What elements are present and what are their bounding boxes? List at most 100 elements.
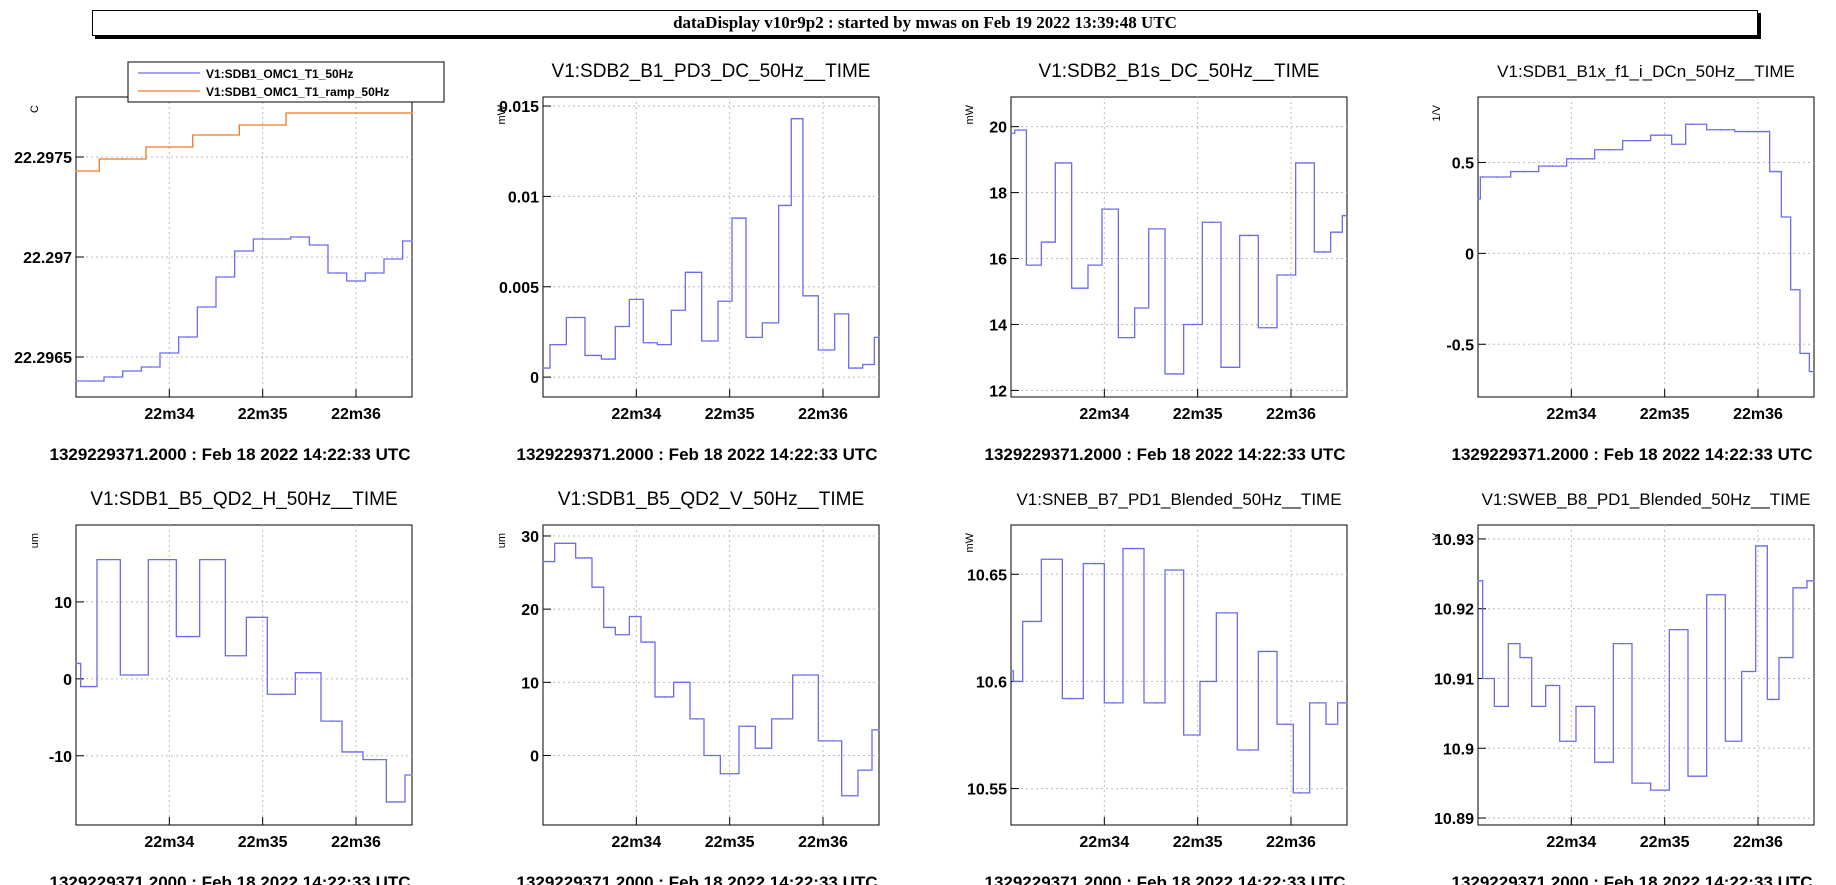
data-point — [1813, 580, 1815, 582]
data-point — [1028, 620, 1031, 623]
data-point — [1635, 139, 1638, 142]
y-tick-label: 30 — [521, 529, 539, 546]
y-tick-label: 16 — [989, 252, 1007, 269]
data-point — [1248, 749, 1250, 751]
data-point — [373, 272, 376, 274]
y-tick-label: 10.91 — [1434, 671, 1474, 688]
y-axis-label: 1/V — [1431, 104, 1443, 121]
x-tick-label: 22m34 — [611, 406, 661, 423]
data-point — [1659, 789, 1661, 791]
data-point — [644, 641, 647, 643]
data-point — [373, 758, 376, 761]
data-point — [724, 300, 726, 303]
y-tick-label: 10 — [54, 595, 72, 612]
y-tick-label: 18 — [989, 186, 1007, 203]
series-line-1 — [543, 118, 879, 369]
data-point — [1061, 162, 1064, 164]
data-point — [1140, 307, 1143, 309]
data-point — [1192, 734, 1194, 736]
data-point — [1266, 650, 1269, 653]
data-point — [112, 376, 115, 378]
data-point — [131, 674, 133, 676]
legend-entry: V1:SDB1_OMC1_T1_50Hz — [206, 67, 353, 81]
y-tick-label: 20 — [521, 602, 539, 619]
data-point — [1304, 162, 1306, 164]
y-tick-label: 10.6 — [976, 674, 1007, 691]
y-tick-label: 0.005 — [499, 280, 539, 297]
chart-footer: 1329229371.2000 : Feb 18 2022 14:22:33 U… — [49, 873, 410, 885]
y-tick-label: 10.9 — [1443, 741, 1474, 758]
data-point — [621, 633, 624, 636]
data-point — [261, 124, 264, 126]
data-point — [826, 349, 829, 351]
data-point — [1775, 170, 1778, 173]
data-point — [243, 250, 245, 252]
y-tick-label: 0 — [1465, 246, 1474, 263]
data-point — [1551, 684, 1554, 687]
data-point — [1607, 148, 1610, 151]
data-point — [1813, 370, 1815, 373]
data-point — [677, 309, 680, 312]
data-point — [584, 557, 586, 559]
data-point — [93, 380, 96, 382]
chart-footer: 1329229371.2000 : Feb 18 2022 14:22:33 U… — [516, 873, 877, 885]
y-axis-label: C — [29, 105, 41, 113]
data-point — [1266, 326, 1269, 329]
y-tick-label: 10.92 — [1434, 602, 1474, 619]
data-point — [635, 298, 638, 301]
data-point — [1640, 782, 1643, 784]
data-point — [1761, 545, 1764, 547]
series-line-2 — [76, 112, 412, 172]
y-tick-label: 10.89 — [1434, 811, 1474, 828]
data-point — [1033, 264, 1036, 266]
data-point — [107, 558, 110, 561]
x-tick-label: 22m35 — [705, 406, 755, 423]
x-tick-label: 22m35 — [705, 834, 755, 851]
y-tick-label: 22.2965 — [14, 350, 72, 367]
data-point — [1514, 642, 1517, 645]
x-tick-label: 22m34 — [144, 406, 194, 423]
data-point — [770, 322, 773, 324]
data-point — [1719, 128, 1722, 131]
data-point — [556, 343, 558, 346]
data-point — [1299, 792, 1302, 794]
data-point — [397, 801, 399, 803]
data-point — [1052, 558, 1054, 561]
data-point — [663, 343, 666, 346]
y-tick-label: 10.93 — [1434, 532, 1474, 549]
data-point — [1010, 669, 1012, 672]
y-axis-label: um — [29, 533, 41, 548]
data-point — [831, 740, 834, 742]
data-point — [355, 112, 357, 114]
y-axis-label: mW — [496, 104, 508, 124]
data-point — [1332, 723, 1334, 726]
data-point — [252, 616, 255, 619]
x-tick-label: 22m34 — [611, 834, 661, 851]
data-point — [649, 341, 652, 344]
x-tick-label: 22m36 — [1733, 834, 1783, 851]
data-point — [728, 772, 731, 775]
plot-frame — [542, 96, 880, 398]
data-point — [1014, 680, 1017, 683]
legend-entry: V1:SDB1_OMC1_T1_ramp_50Hz — [206, 85, 389, 99]
x-tick-label: 22m35 — [238, 834, 288, 851]
x-tick-label: 22m35 — [1640, 834, 1690, 851]
y-axis-label: mW — [964, 532, 976, 552]
data-point — [411, 240, 413, 242]
chart-footer: 1329229371.2000 : Feb 18 2022 14:22:33 U… — [49, 445, 410, 464]
data-point — [803, 674, 806, 676]
y-tick-label: 10.65 — [967, 567, 1007, 584]
data-point — [168, 352, 171, 354]
data-point — [1794, 288, 1797, 291]
data-point — [299, 236, 301, 238]
data-point — [131, 370, 133, 372]
data-point — [1108, 208, 1110, 210]
series-line-1 — [1011, 547, 1347, 794]
data-point — [691, 271, 694, 274]
data-point — [1154, 702, 1157, 704]
data-point — [1336, 231, 1339, 233]
data-point — [1318, 702, 1320, 704]
data-point — [187, 635, 189, 638]
y-tick-label: 14 — [989, 317, 1007, 334]
plot-frame — [75, 96, 413, 398]
